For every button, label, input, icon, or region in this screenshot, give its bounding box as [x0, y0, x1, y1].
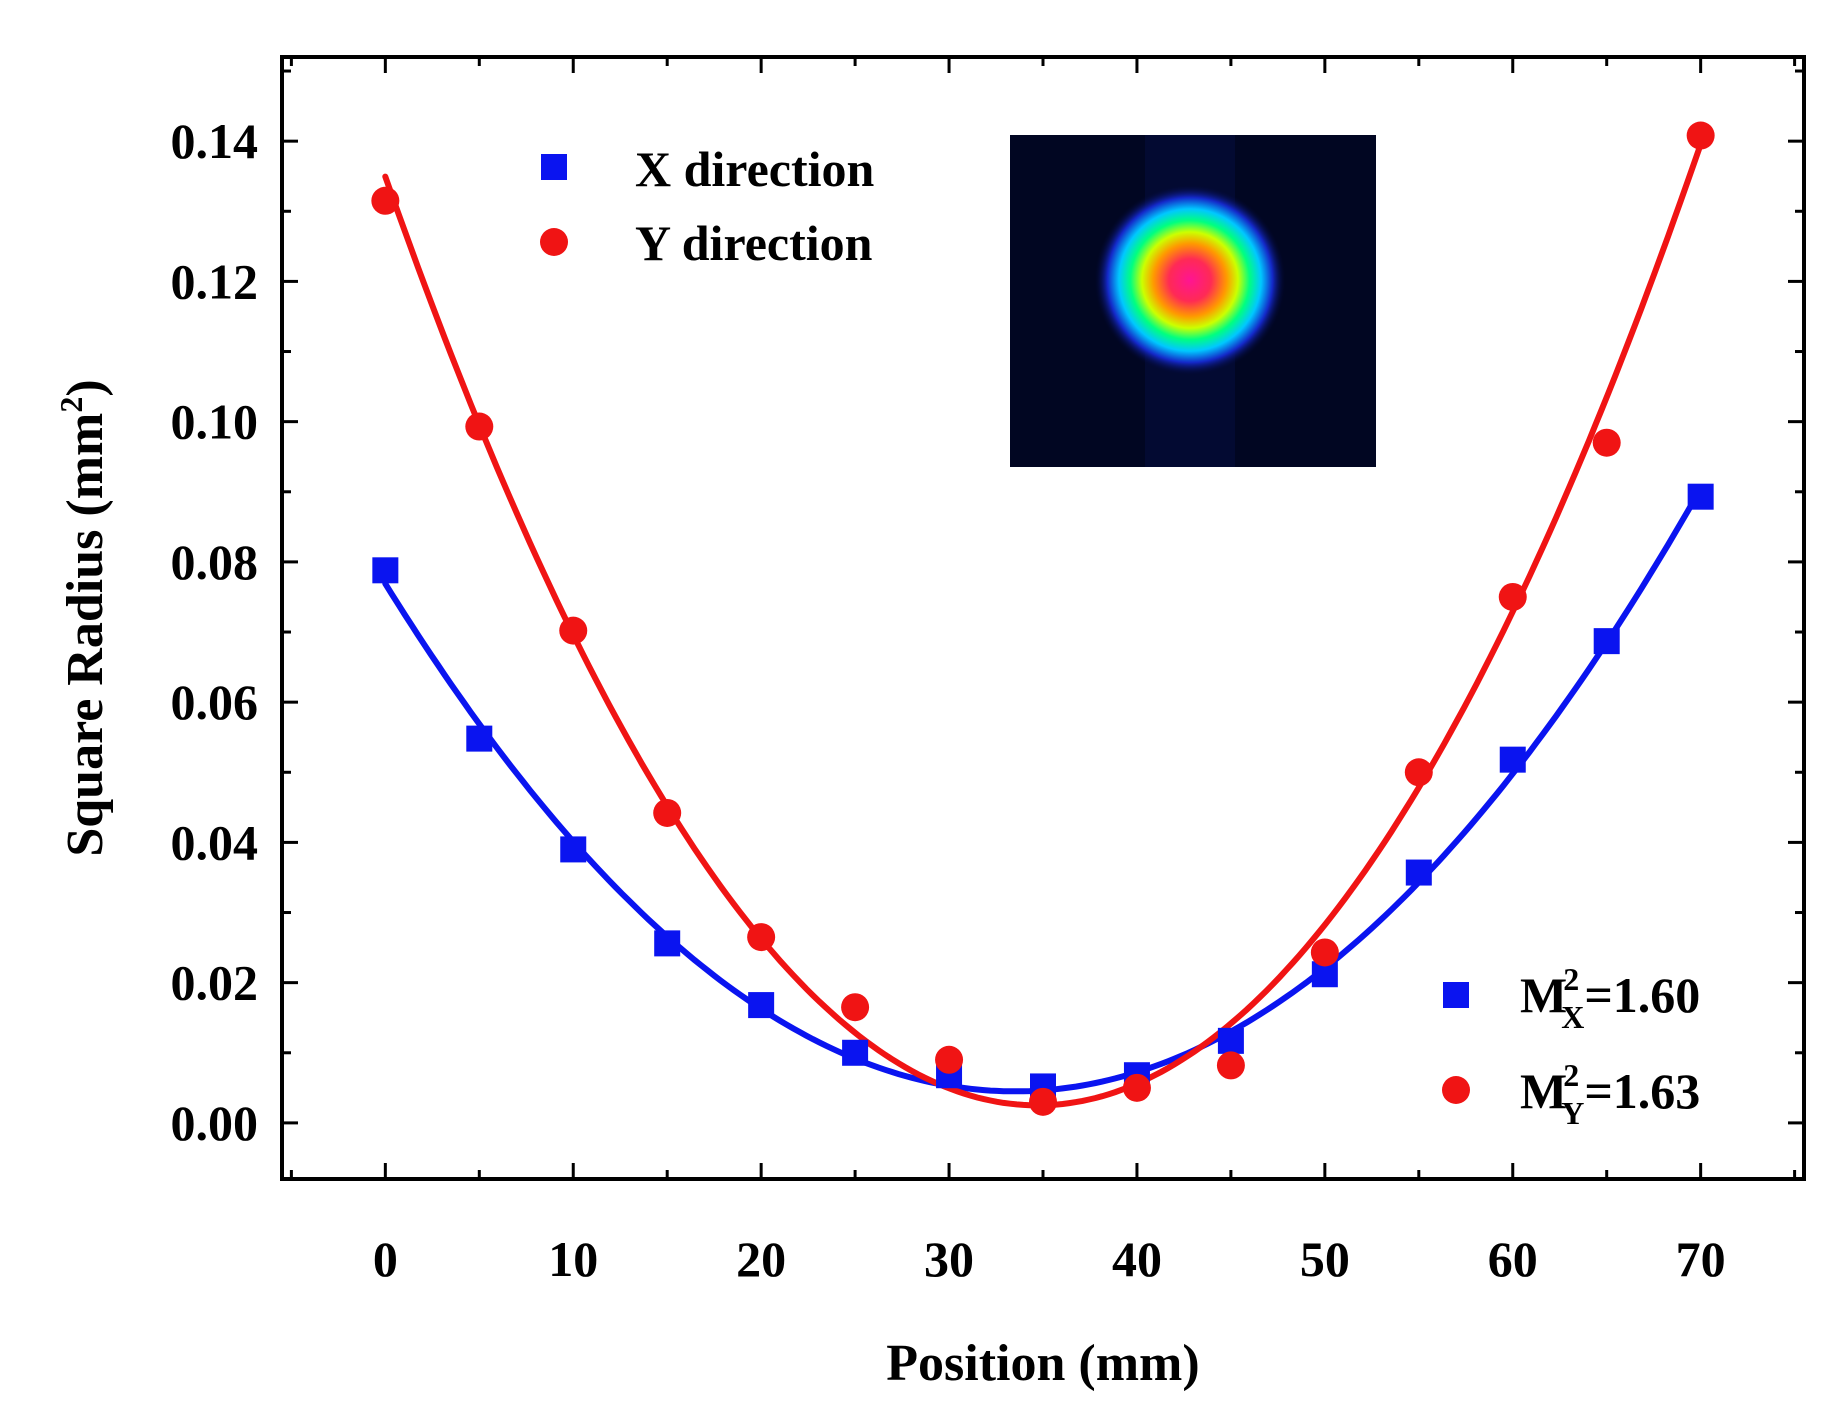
data-point-x: [1499, 746, 1526, 773]
data-points: [371, 121, 1715, 1116]
data-point-y: [1592, 428, 1621, 457]
y-tick-label: 0.06: [171, 674, 259, 730]
data-point-x: [748, 992, 775, 1019]
y-tick-label: 0.04: [171, 814, 259, 870]
x-tick-label: 50: [1300, 1231, 1350, 1287]
data-point-x: [1687, 483, 1714, 510]
legend-mx-prefix: M: [1520, 967, 1567, 1023]
x-tick-label: 70: [1676, 1231, 1726, 1287]
data-point-y: [747, 923, 776, 952]
beam-spot: [1094, 184, 1286, 376]
legend-mx-label: M2 X=1.60: [1520, 961, 1700, 1035]
fit-curve-x: [382, 485, 1704, 1095]
y-tick-label: 0.00: [171, 1095, 259, 1151]
legend-mx-marker: [1443, 982, 1469, 1008]
legend-y-marker: [540, 228, 568, 256]
axis-tick-labels: 0 10 20 30 40 50 60 70 0.00 0.02 0.04 0.06 0.08 0.10 0…: [171, 113, 1726, 1287]
legend-y-label: Y direction: [635, 215, 873, 271]
legend-my-marker: [1442, 1076, 1470, 1104]
y-tick-label: 0.10: [171, 394, 259, 450]
data-point-y: [1029, 1087, 1057, 1116]
data-point-x: [1405, 859, 1432, 886]
data-point-x: [1217, 1027, 1244, 1054]
x-tick-label: 30: [924, 1231, 974, 1287]
x-axis-title: Position (mm): [886, 1335, 1199, 1392]
x-tick-label: 40: [1112, 1231, 1162, 1287]
legend-top: X direction Y direction: [540, 141, 875, 271]
legend-my-suffix: =1.63: [1584, 1063, 1700, 1119]
data-point-y: [371, 186, 400, 215]
y-axis-title-sup: 2: [53, 397, 89, 413]
data-point-y: [1404, 758, 1433, 787]
data-point-x: [560, 836, 587, 863]
data-point-y: [653, 798, 682, 827]
data-point-x: [842, 1039, 869, 1066]
legend-mx-sup: 2: [1563, 961, 1579, 997]
data-point-y: [1498, 582, 1527, 611]
legend-mx-sub: X: [1561, 999, 1584, 1035]
y-tick-label: 0.12: [171, 253, 259, 309]
beam-profile-inset: [1010, 135, 1376, 467]
legend-my-label: M2 Y=1.63: [1520, 1057, 1700, 1131]
legend-my-sub: Y: [1561, 1095, 1584, 1131]
y-tick-label: 0.14: [171, 113, 259, 169]
data-point-y: [1686, 121, 1715, 150]
legend-x-label: X direction: [635, 141, 875, 197]
data-point-x: [372, 557, 399, 584]
data-point-y: [465, 412, 494, 441]
data-point-y: [1310, 938, 1339, 967]
x-tick-label: 20: [736, 1231, 786, 1287]
axis-ticks: [282, 57, 1804, 1179]
data-point-y: [935, 1045, 964, 1074]
y-axis-title: Square Radius (mm2): [53, 379, 114, 856]
y-axis-title-main: Square Radius (mm: [57, 413, 114, 857]
y-axis-title-close: ): [57, 379, 114, 396]
data-point-x: [466, 725, 493, 752]
x-tick-label: 60: [1488, 1231, 1538, 1287]
data-point-y: [1122, 1073, 1151, 1102]
legend-bottom: M2 X=1.60 M2 Y=1.63: [1442, 961, 1700, 1131]
data-point-x: [654, 930, 681, 957]
data-point-x: [1593, 628, 1620, 655]
y-tick-label: 0.08: [171, 534, 259, 590]
data-point-y: [841, 993, 870, 1022]
y-tick-label: 0.02: [171, 955, 259, 1011]
data-point-y: [559, 616, 588, 645]
legend-mx-suffix: =1.60: [1584, 967, 1700, 1023]
legend-x-marker: [541, 154, 567, 180]
x-tick-label: 0: [373, 1231, 398, 1287]
legend-my-sup: 2: [1563, 1057, 1579, 1093]
x-tick-label: 10: [548, 1231, 598, 1287]
data-point-y: [1216, 1051, 1245, 1080]
legend-my-prefix: M: [1520, 1063, 1567, 1119]
